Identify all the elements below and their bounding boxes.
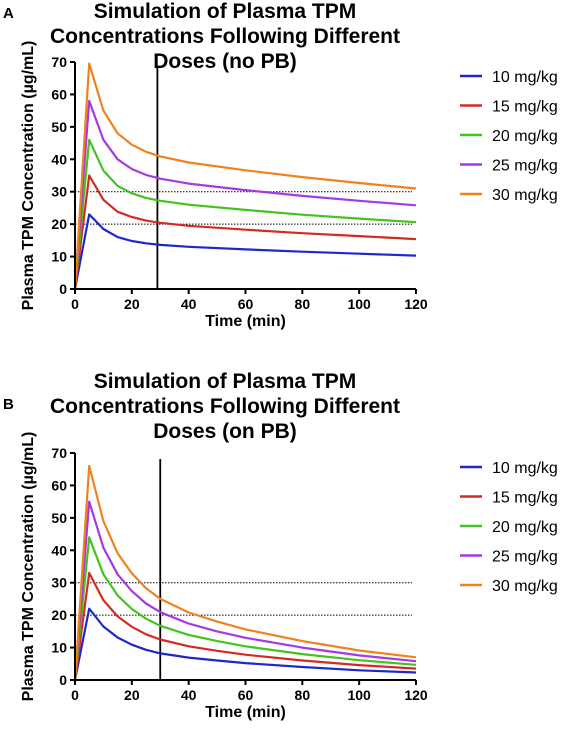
chart-title-line: Concentrations Following Different (50, 395, 400, 418)
series-line-25-mg-kg (73, 99, 417, 290)
x-tick-label: 0 (71, 296, 79, 312)
y-tick-label: 10 (51, 249, 67, 265)
legend-label: 15 mg/kg (492, 490, 558, 507)
series-line-10-mg-kg (73, 607, 417, 681)
x-tick-label: 60 (238, 687, 254, 703)
x-tick-label: 100 (347, 296, 371, 312)
y-tick-label: 70 (51, 445, 67, 461)
x-tick-label: 100 (347, 687, 371, 703)
y-tick-label: 20 (51, 607, 67, 623)
legend-label: 30 mg/kg (492, 187, 558, 204)
y-tick-label: 60 (51, 477, 67, 493)
y-tick-label: 20 (51, 216, 67, 232)
y-tick-label: 0 (59, 672, 67, 688)
x-axis-label: Time (min) (205, 313, 286, 330)
series-line-15-mg-kg (73, 174, 417, 290)
y-tick-label: 30 (51, 575, 67, 591)
chart-title-line: Doses (no PB) (153, 50, 297, 73)
x-tick-label: 40 (181, 296, 197, 312)
y-tick-label: 60 (51, 86, 67, 102)
x-tick-label: 20 (124, 687, 140, 703)
legend-label: 25 mg/kg (492, 549, 558, 566)
panel-letter: A (3, 5, 14, 22)
chart-panel-a: A Simulation of Plasma TPMConcentrations … (3, 0, 558, 330)
x-axis-label: Time (min) (205, 704, 286, 721)
series-line-30-mg-kg (73, 62, 417, 290)
legend-label: 10 mg/kg (492, 69, 558, 86)
legend-label: 20 mg/kg (492, 128, 558, 145)
series-line-30-mg-kg (73, 464, 417, 681)
y-tick-label: 40 (51, 542, 67, 558)
x-tick-label: 120 (404, 687, 428, 703)
legend-label: 20 mg/kg (492, 519, 558, 536)
x-tick-label: 20 (124, 296, 140, 312)
y-tick-label: 0 (59, 281, 67, 297)
y-tick-label: 50 (51, 119, 67, 135)
x-tick-label: 60 (238, 296, 254, 312)
legend-label: 10 mg/kg (492, 460, 558, 477)
panel-letter: B (3, 396, 14, 413)
chart-panel-b: B Simulation of Plasma TPMConcentrations … (3, 370, 558, 721)
chart-title-line: Simulation of Plasma TPM (94, 0, 357, 23)
series-line-25-mg-kg (73, 500, 417, 681)
series-line-20-mg-kg (73, 536, 417, 681)
y-tick-label: 10 (51, 640, 67, 656)
y-axis-label: Plasma TPM Concentration (µg/mL) (20, 41, 37, 311)
chart-title-line: Concentrations Following Different (50, 25, 400, 48)
x-tick-label: 0 (71, 687, 79, 703)
y-tick-label: 50 (51, 510, 67, 526)
series-line-15-mg-kg (73, 571, 417, 681)
x-tick-label: 120 (404, 296, 428, 312)
x-tick-label: 80 (295, 687, 311, 703)
y-tick-label: 30 (51, 184, 67, 200)
x-tick-label: 40 (181, 687, 197, 703)
series-line-10-mg-kg (73, 213, 417, 290)
series-line-20-mg-kg (73, 138, 417, 290)
chart-title-line: Simulation of Plasma TPM (94, 370, 357, 393)
legend-label: 25 mg/kg (492, 158, 558, 175)
x-tick-label: 80 (295, 296, 311, 312)
y-tick-label: 70 (51, 54, 67, 70)
chart-title-line: Doses (on PB) (153, 420, 297, 443)
legend-label: 30 mg/kg (492, 578, 558, 595)
y-tick-label: 40 (51, 151, 67, 167)
y-axis-label: Plasma TPM Concentration (µg/mL) (20, 432, 37, 702)
legend-label: 15 mg/kg (492, 99, 558, 116)
